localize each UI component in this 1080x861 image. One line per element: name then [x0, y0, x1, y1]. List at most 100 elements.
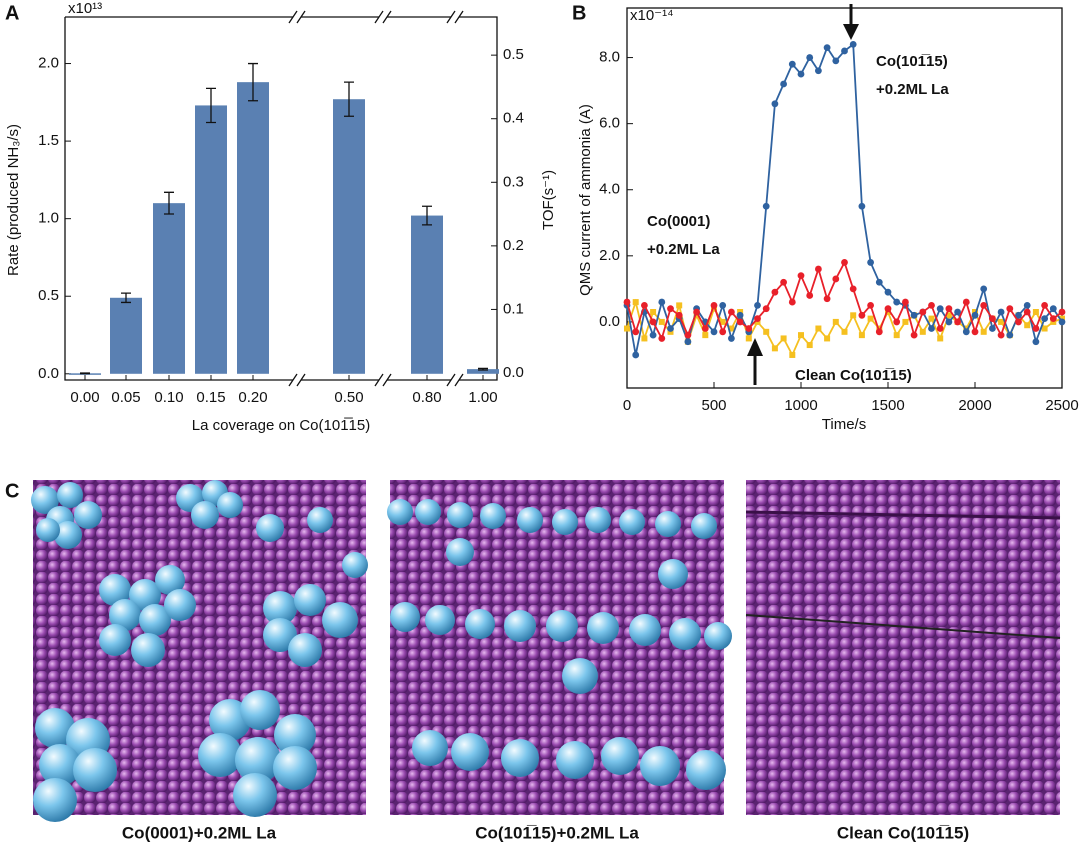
series-point — [849, 40, 857, 48]
x-tick-label: 1.00 — [468, 389, 497, 406]
error-bar — [344, 81, 354, 117]
series-point — [832, 57, 840, 65]
series-point — [893, 298, 901, 306]
la-atom — [263, 618, 297, 652]
series-point — [980, 301, 988, 309]
series-point — [1032, 338, 1040, 346]
la-atom — [233, 773, 277, 817]
error-bar — [478, 367, 488, 371]
la-atom — [273, 746, 317, 790]
error-bar — [422, 205, 432, 226]
series-point — [1049, 315, 1057, 323]
series-point — [945, 318, 953, 326]
panel-label: B — [572, 2, 586, 24]
la-atom — [480, 503, 506, 529]
y2-tick-label: 0.1 — [503, 300, 524, 317]
la-atom — [217, 492, 243, 518]
series-point — [832, 318, 839, 325]
error-bar — [206, 87, 216, 124]
series-point — [1032, 325, 1040, 332]
la-atom — [658, 559, 688, 589]
series-point — [884, 288, 892, 296]
series-point — [832, 275, 840, 283]
x-tick-label: 0.00 — [70, 389, 99, 406]
series-point — [754, 315, 761, 323]
series-point — [884, 305, 892, 313]
series-point — [850, 312, 857, 319]
series-point — [1015, 311, 1022, 319]
series-point — [701, 325, 709, 332]
x-tick-label: 0.50 — [334, 389, 363, 406]
la-atom — [669, 618, 701, 650]
series-label: +0.2ML La — [647, 241, 720, 258]
la-atom — [640, 746, 680, 786]
series-point — [867, 315, 874, 322]
series-point — [823, 44, 831, 52]
y-tick-label: 1.0 — [38, 210, 59, 227]
la-atom — [552, 509, 578, 535]
panel-a-frame — [64, 10, 498, 387]
series-point — [910, 311, 918, 319]
series-point — [667, 325, 674, 332]
la-atom — [39, 744, 81, 786]
series-point — [632, 299, 639, 306]
la-atom — [235, 737, 281, 783]
series-point — [762, 202, 770, 210]
series-point — [980, 285, 988, 293]
series-point — [945, 312, 952, 319]
la-atom — [307, 507, 333, 533]
la-atom — [412, 730, 448, 766]
la-atom — [425, 605, 455, 635]
y-tick-label: 1.5 — [38, 132, 59, 149]
la-atom — [99, 574, 131, 606]
series-point — [954, 308, 961, 316]
la-atom — [54, 521, 82, 549]
series-point — [1024, 322, 1031, 329]
series-label: +0.2ML La — [876, 81, 949, 98]
la-atom — [686, 750, 726, 790]
la-atom — [501, 739, 539, 777]
la-atom — [99, 624, 131, 656]
series-point — [710, 301, 718, 309]
la-atom — [155, 565, 185, 595]
series-line — [626, 42, 1063, 356]
series-point — [1049, 305, 1057, 313]
la-atom — [517, 507, 543, 533]
la-atom — [342, 552, 368, 578]
y-axis-label: Rate (produced NH₃/s) — [5, 124, 22, 276]
bar — [110, 297, 142, 374]
la-atom — [546, 610, 578, 642]
series-point — [1006, 305, 1014, 313]
series-point — [658, 335, 666, 342]
series-point — [745, 335, 752, 342]
series-point — [650, 309, 657, 315]
series-label: Co(101̅15) — [876, 53, 948, 70]
x-tick-label: 1500 — [871, 397, 904, 414]
series-point — [858, 202, 866, 210]
series-point — [945, 305, 953, 313]
series-point — [649, 331, 657, 339]
y-tick-label: 0.5 — [38, 287, 59, 304]
series-point — [1023, 308, 1031, 316]
series-point — [962, 298, 970, 306]
la-atom — [36, 518, 60, 542]
series-point — [693, 308, 700, 316]
la-atom — [109, 599, 141, 631]
series-point — [623, 298, 631, 306]
arrows — [747, 4, 859, 385]
series-point — [728, 335, 735, 342]
series-point — [710, 328, 718, 336]
y-tick-label: 8.0 — [599, 49, 620, 66]
la-atom — [562, 658, 598, 694]
series-point — [875, 328, 883, 336]
series-point — [1058, 308, 1066, 316]
series-point — [771, 345, 778, 352]
bar — [195, 105, 227, 374]
la-atom — [446, 538, 474, 566]
series-point — [919, 328, 926, 335]
la-atom — [139, 604, 171, 636]
series-point — [962, 328, 970, 336]
series-point — [780, 80, 787, 88]
panel-label: A — [5, 2, 19, 24]
